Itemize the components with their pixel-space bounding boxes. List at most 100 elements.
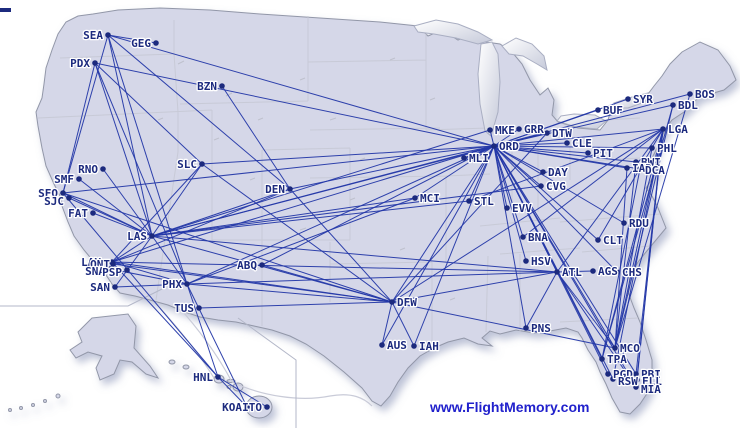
airport-label-BNA: BNA <box>528 231 548 244</box>
route-LAX-HNL <box>111 261 219 378</box>
airport-dot-LGA <box>660 126 666 132</box>
route-IAH-ORD <box>413 145 495 347</box>
route-ATL-AGS <box>556 270 594 273</box>
route-LGA-ATL <box>556 128 664 273</box>
airport-dot-MIA <box>633 384 639 390</box>
route-MCI-ORD <box>414 145 495 199</box>
airport-label-LGA: LGA <box>668 123 688 136</box>
route-LAS-PHX <box>151 235 188 285</box>
airport-dot-IAD <box>624 165 630 171</box>
route-LAS-DEN <box>151 188 291 237</box>
alaska-inset-border <box>0 287 165 307</box>
route-LAS-ATL <box>151 235 558 273</box>
route-SNA-PHX <box>109 268 188 285</box>
airport-dot-PDX <box>92 60 98 66</box>
airport-label-FLL: FLL <box>642 375 662 388</box>
route-ORD-LGA <box>493 128 664 147</box>
airport-dot-BOS <box>687 91 693 97</box>
airport-dot-MKE <box>487 127 493 133</box>
airport-label-SYR: SYR <box>633 93 653 106</box>
route-PHX-ORD <box>186 145 495 285</box>
airport-dot-BZN <box>219 83 225 89</box>
route-DFW-ATL <box>391 271 558 303</box>
airport-label-SLC: SLC <box>177 158 197 171</box>
airport-label-DTW: DTW <box>552 127 572 140</box>
route-SLC-ORD <box>201 145 495 165</box>
route-PHL-MCO <box>614 147 653 349</box>
route-SLC-DFW <box>201 163 393 303</box>
airport-dot-SFO <box>60 190 66 196</box>
route-LAS-LAX <box>111 235 153 263</box>
airport-label-AGS: AGS <box>598 265 618 278</box>
airport-label-SEA: SEA <box>83 29 103 42</box>
airport-label-STL: STL <box>474 195 494 208</box>
terrain-marks <box>157 57 456 301</box>
airport-dot-PIT <box>585 150 591 156</box>
route-RNO-LAS <box>102 168 153 237</box>
route-ORD-MLI <box>463 145 495 159</box>
airport-label-RNO: RNO <box>78 163 98 176</box>
airport-label-MCI: MCI <box>420 192 440 205</box>
continental-us-outline <box>35 7 737 415</box>
route-SAN-PHX <box>114 283 188 288</box>
route-LAS-MKE <box>151 129 491 237</box>
airport-dot-DTW <box>544 130 550 136</box>
route-ORD-GRR <box>493 128 520 147</box>
airport-dot-TUS <box>196 305 202 311</box>
airport-dot-CLE <box>564 140 570 146</box>
route-LGA-MCO <box>614 128 664 349</box>
route-PHX-DFW <box>186 283 393 303</box>
airport-dot-RSW <box>610 376 616 382</box>
route-SFO-HNL <box>62 192 219 378</box>
route-PHX-HNL <box>186 283 219 378</box>
route-LGA-TPA <box>601 128 664 360</box>
route-BZN-DEN <box>221 85 291 190</box>
route-TUS-DFW <box>198 301 393 309</box>
route-SFO-DFW <box>62 192 393 303</box>
airport-label-PIT: PIT <box>593 147 613 160</box>
airport-dot-EVV <box>504 205 510 211</box>
airport-label-SJC: SJC <box>44 195 64 208</box>
airport-dot-PHX <box>184 281 190 287</box>
flightmemory-watermark-link[interactable]: www.FlightMemory.com <box>430 399 590 415</box>
airport-label-ORD: ORD <box>499 140 519 153</box>
airport-dot-SJC <box>66 195 72 201</box>
airport-dot-TPA <box>599 356 605 362</box>
airport-label-DFW: DFW <box>397 296 417 309</box>
airport-dot-MLI <box>461 155 467 161</box>
airport-label-DAY: DAY <box>548 166 568 179</box>
route-AUS-ORD <box>381 145 495 346</box>
route-ORD-BUF <box>493 109 599 147</box>
route-PDX-ORD <box>94 62 495 147</box>
airport-label-HSV: HSV <box>531 255 551 268</box>
route-DFW-DTW <box>391 132 548 303</box>
airport-label-CHS: CHS <box>622 266 642 279</box>
airport-label-DCA: DCA <box>645 164 665 177</box>
airport-dot-GEG <box>153 40 159 46</box>
route-IAD-MCO <box>614 167 628 349</box>
airport-dot-IAH <box>411 343 417 349</box>
airport-label-GRR: GRR <box>524 123 544 136</box>
airport-label-TUS: TUS <box>174 302 194 315</box>
airport-label-RDU: RDU <box>629 217 649 230</box>
route-LAS-SAN <box>114 235 153 288</box>
route-SEA-SFO <box>62 34 109 194</box>
lake-superior <box>413 19 494 45</box>
airport-dot-STL <box>466 198 472 204</box>
route-LAS-STL <box>151 200 470 237</box>
airport-dot-FLL <box>634 377 640 383</box>
route-ORD-PNS <box>493 145 527 329</box>
airport-dot-RDU <box>621 220 627 226</box>
airport-label-HNL: HNL <box>193 371 213 384</box>
aleutian-islands <box>8 393 61 412</box>
airport-dot-ONT <box>110 261 116 267</box>
hawaii-inset-border <box>237 317 297 428</box>
airport-label-LAS: LAS <box>127 230 147 243</box>
route-SEA-GEG <box>107 34 157 44</box>
airport-label-CLE: CLE <box>572 137 592 150</box>
airport-dot-CHS <box>614 269 620 275</box>
route-LAS-MCI <box>151 197 416 237</box>
airport-dot-DEN <box>287 186 293 192</box>
airport-label-ONT: ONT <box>90 258 110 271</box>
airport-label-PGD: PGD <box>613 368 633 381</box>
